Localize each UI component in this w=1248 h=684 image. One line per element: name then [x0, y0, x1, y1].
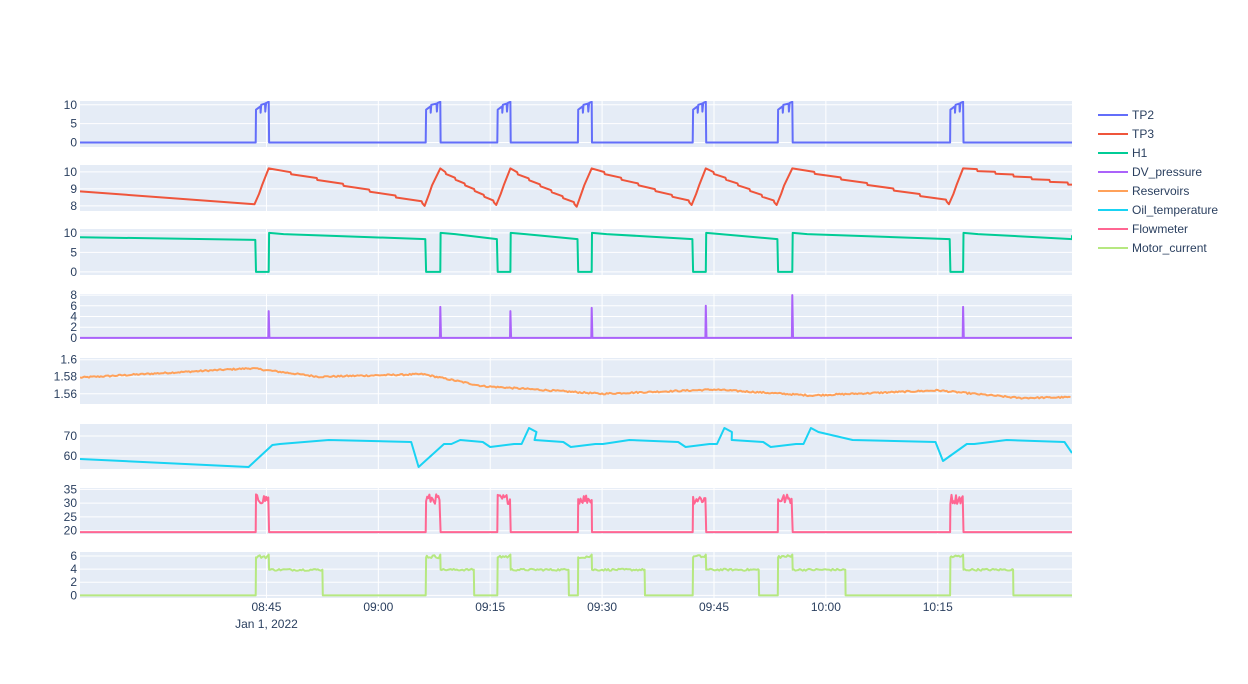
legend-label: Oil_temperature: [1132, 203, 1218, 217]
y-tick-label: 0: [70, 135, 77, 149]
y-tick-label: 8: [70, 199, 77, 213]
y-tick-label: 2: [70, 575, 77, 589]
subplot-reservoirs: 1.56 1.58 1.6: [54, 353, 1072, 404]
x-date-label: Jan 1, 2022: [235, 617, 298, 631]
plot-background: [80, 552, 1072, 598]
y-tick-label: 70: [64, 429, 78, 443]
y-tick-label: 10: [64, 165, 78, 179]
y-tick-label: 2: [70, 320, 77, 334]
series-line-tp2: [80, 101, 1072, 144]
y-tick-label: 4: [70, 562, 77, 576]
y-tick-label: 0: [70, 588, 77, 602]
legend-label: Reservoirs: [1132, 184, 1189, 198]
series-line-oil-temperature: [80, 427, 1072, 468]
y-tick-label: 6: [70, 299, 77, 313]
y-tick-label: 60: [64, 449, 78, 463]
legend-label: H1: [1132, 146, 1148, 160]
y-tick-label: 1.58: [54, 370, 78, 384]
plot-background: [80, 358, 1072, 404]
y-tick-label: 30: [64, 496, 78, 510]
series-line-motor-current: [80, 553, 1072, 597]
series-line-h1: [80, 231, 1072, 273]
x-tick-label: 08:45: [251, 600, 281, 614]
subplot-tp2: 0 5 10: [64, 98, 1072, 149]
x-tick-label: 10:15: [923, 600, 953, 614]
legend-item-h1[interactable]: H1: [1098, 146, 1148, 160]
y-tick-label: 1.56: [54, 387, 78, 401]
y-tick-label: 10: [64, 226, 78, 240]
legend: TP2 TP3 H1 DV_pressure Reservoirs Oil_tempera…: [1098, 108, 1218, 255]
x-tick-label: 09:30: [587, 600, 617, 614]
legend-item-dv-pressure[interactable]: DV_pressure: [1098, 165, 1202, 179]
y-tick-label: 20: [64, 524, 78, 538]
legend-item-oil-temperature[interactable]: Oil_temperature: [1098, 203, 1218, 217]
legend-label: Flowmeter: [1132, 222, 1188, 236]
y-tick-label: 1.6: [60, 353, 77, 367]
y-tick-label: 9: [70, 182, 77, 196]
y-tick-label: 35: [64, 482, 78, 496]
series-line-flowmeter: [80, 493, 1072, 534]
subplot-tp3: 8 9 10: [64, 165, 1072, 213]
y-tick-label: 0: [70, 265, 77, 279]
y-tick-label: 8: [70, 288, 77, 302]
x-tick-label: 09:45: [699, 600, 729, 614]
y-tick-label: 5: [70, 117, 77, 131]
x-tick-label: 10:00: [811, 600, 841, 614]
legend-item-reservoirs[interactable]: Reservoirs: [1098, 184, 1189, 198]
legend-label: DV_pressure: [1132, 165, 1202, 179]
legend-item-flowmeter[interactable]: Flowmeter: [1098, 222, 1188, 236]
legend-item-motor-current[interactable]: Motor_current: [1098, 241, 1207, 255]
subplot-h1: 0 5 10: [64, 226, 1072, 279]
legend-label: TP3: [1132, 127, 1154, 141]
y-tick-label: 5: [70, 245, 77, 259]
series-line-reservoirs: [80, 367, 1071, 400]
legend-item-tp3[interactable]: TP3: [1098, 127, 1154, 141]
y-tick-label: 10: [64, 98, 78, 112]
series-line-dv-pressure: [80, 294, 1072, 339]
series-line-tp3: [80, 167, 1072, 208]
legend-label: Motor_current: [1132, 241, 1207, 255]
y-tick-label: 4: [70, 310, 77, 324]
plot-background: [80, 488, 1072, 534]
y-tick-label: 25: [64, 510, 78, 524]
legend-label: TP2: [1132, 108, 1154, 122]
y-tick-label: 0: [70, 331, 77, 345]
x-tick-label: 09:15: [475, 600, 505, 614]
x-tick-label: 09:00: [363, 600, 393, 614]
legend-item-tp2[interactable]: TP2: [1098, 108, 1154, 122]
y-tick-label: 6: [70, 549, 77, 563]
